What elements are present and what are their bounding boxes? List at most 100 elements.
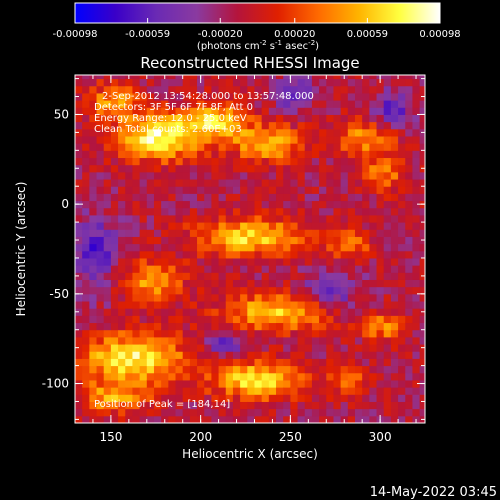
image-pixel (153, 135, 162, 144)
image-pixel (311, 214, 320, 223)
image-pixel (189, 75, 198, 80)
image-pixel (304, 92, 313, 101)
image-pixel (225, 257, 234, 266)
image-pixel (240, 322, 248, 331)
image-pixel (276, 171, 284, 180)
image-pixel (189, 372, 198, 381)
image-pixel (347, 322, 356, 331)
image-pixel (118, 344, 126, 352)
image-pixel (211, 107, 220, 115)
image-pixel (132, 344, 141, 352)
image-pixel (118, 279, 126, 288)
image-pixel (383, 372, 392, 381)
image-pixel (311, 408, 320, 417)
image-pixel (225, 401, 234, 410)
image-pixel (390, 286, 399, 295)
image-pixel (362, 222, 370, 230)
image-pixel (419, 121, 425, 130)
image-pixel (153, 408, 162, 417)
image-pixel (175, 200, 184, 209)
image-pixel (405, 193, 413, 202)
image-pixel (297, 308, 306, 316)
image-pixel (304, 344, 313, 352)
image-pixel (168, 301, 177, 309)
image-pixel (189, 358, 198, 367)
image-pixel (75, 222, 83, 230)
image-pixel (204, 365, 212, 374)
image-pixel (276, 236, 284, 245)
image-pixel (390, 272, 399, 280)
image-pixel (347, 286, 356, 295)
image-pixel (283, 92, 291, 101)
image-pixel (405, 179, 413, 187)
image-pixel (304, 243, 313, 252)
image-pixel (139, 114, 148, 123)
image-pixel (189, 379, 198, 388)
image-pixel (254, 128, 263, 137)
image-pixel (211, 358, 220, 367)
image-pixel (189, 107, 198, 115)
image-pixel (319, 214, 327, 223)
image-pixel (211, 279, 220, 288)
image-pixel (182, 322, 191, 331)
image-pixel (96, 322, 105, 331)
image-pixel (75, 387, 83, 395)
image-pixel (398, 92, 406, 101)
image-pixel (355, 100, 363, 108)
image-pixel (290, 322, 299, 331)
image-pixel (276, 322, 284, 331)
image-pixel (75, 365, 83, 374)
image-pixel (405, 351, 413, 359)
image-pixel (390, 100, 399, 108)
image-pixel (161, 401, 169, 410)
image-pixel (197, 85, 205, 94)
image-pixel (412, 100, 421, 108)
image-pixel (283, 372, 291, 381)
image-pixel (125, 200, 133, 209)
image-pixel (398, 207, 406, 216)
image-pixel (146, 171, 155, 180)
image-pixel (146, 408, 155, 417)
image-pixel (369, 186, 378, 194)
image-pixel (369, 200, 378, 209)
image-pixel (82, 279, 90, 288)
image-pixel (333, 236, 342, 245)
image-pixel (168, 344, 177, 352)
image-pixel (168, 229, 177, 237)
image-pixel (218, 322, 227, 331)
image-pixel (340, 279, 349, 288)
image-pixel (139, 143, 148, 151)
image-pixel (161, 200, 169, 209)
image-pixel (369, 344, 378, 352)
image-pixel (412, 157, 421, 166)
hxr-image (75, 75, 425, 423)
image-pixel (369, 293, 378, 302)
image-pixel (182, 121, 191, 130)
image-pixel (125, 344, 133, 352)
image-pixel (153, 75, 162, 80)
image-pixel (419, 336, 425, 345)
image-pixel (82, 379, 90, 388)
image-pixel (283, 229, 291, 237)
image-pixel (139, 236, 148, 245)
image-pixel (390, 379, 399, 388)
image-pixel (197, 372, 205, 381)
image-pixel (347, 121, 356, 130)
image-pixel (125, 351, 133, 359)
image-pixel (118, 107, 126, 115)
image-pixel (118, 308, 126, 316)
image-pixel (82, 308, 90, 316)
image-pixel (161, 315, 169, 324)
image-pixel (139, 207, 148, 216)
image-pixel (125, 135, 133, 144)
image-pixel (290, 107, 299, 115)
image-pixel (175, 193, 184, 202)
image-pixel (297, 365, 306, 374)
image-pixel (319, 401, 327, 410)
image-pixel (369, 308, 378, 316)
image-pixel (311, 114, 320, 123)
image-pixel (311, 150, 320, 159)
image-pixel (390, 222, 399, 230)
image-pixel (110, 394, 119, 402)
image-pixel (232, 379, 241, 388)
